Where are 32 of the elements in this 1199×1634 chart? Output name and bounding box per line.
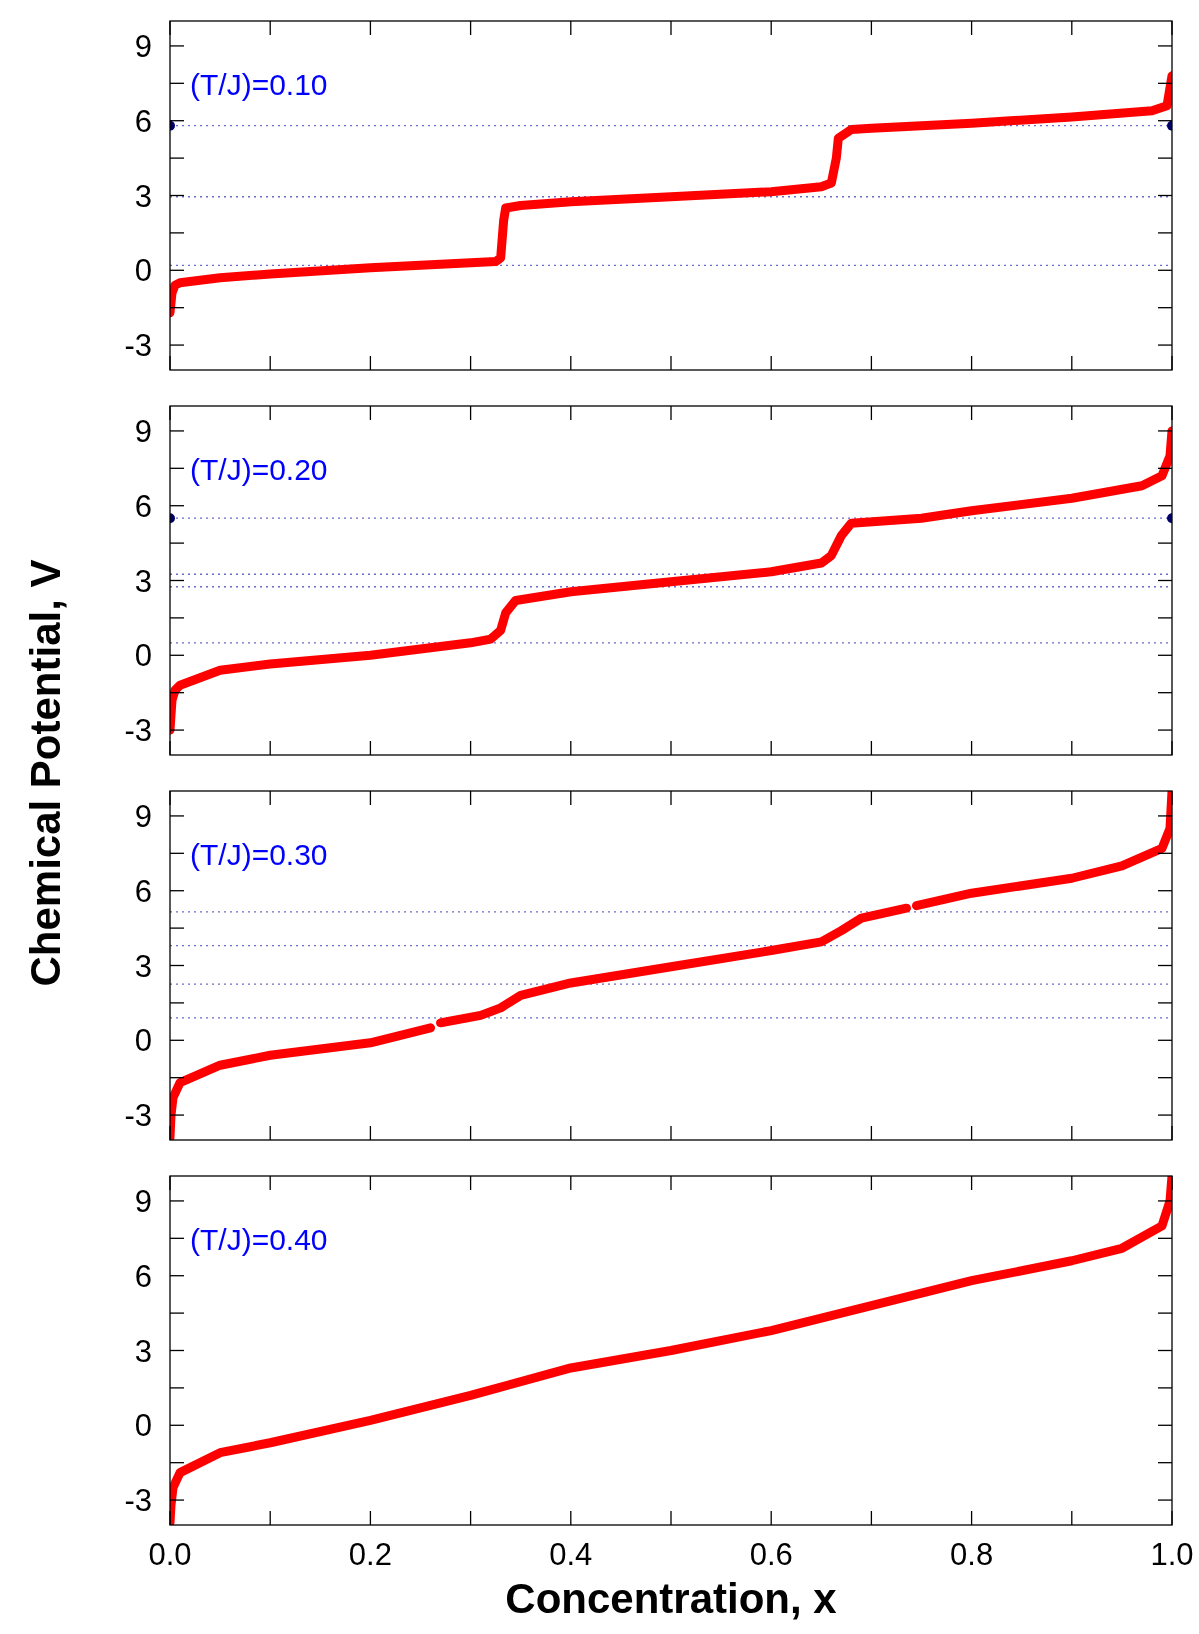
y-tick-label: 6 [134,1258,152,1294]
y-tick-label: 0 [134,1023,152,1059]
y-tick-label: 9 [134,798,152,834]
x-tick-label: 1.0 [1150,1537,1194,1572]
annotation: (T/J)=0.40 [190,1223,328,1256]
y-tick-label: -3 [124,713,152,749]
y-tick-label: -3 [124,1483,152,1519]
y-tick-label: -3 [124,328,152,364]
x-axis-title: Concentration, x [505,1575,838,1622]
annotation: (T/J)=0.10 [190,68,328,101]
x-tick-label: 0.2 [348,1537,392,1572]
y-tick-label: -3 [124,1098,152,1134]
y-tick-label: 6 [134,103,152,139]
x-tick-label: 0.0 [148,1537,192,1572]
annotation: (T/J)=0.20 [190,453,328,486]
y-tick-label: 3 [134,1333,152,1369]
y-tick-label: 9 [134,413,152,449]
y-tick-label: 9 [134,1183,152,1219]
y-tick-label: 3 [134,178,152,214]
y-tick-label: 6 [134,873,152,909]
y-tick-label: 3 [134,563,152,599]
y-tick-label: 0 [134,1408,152,1444]
y-tick-label: 0 [134,638,152,674]
annotation: (T/J)=0.30 [190,838,328,871]
y-tick-label: 0 [134,253,152,289]
y-tick-label: 3 [134,948,152,984]
x-tick-label: 0.8 [950,1537,994,1572]
x-tick-label: 0.6 [749,1537,793,1572]
y-tick-label: 9 [134,28,152,64]
y-axis-title: Chemical Potential, V [22,559,69,987]
x-tick-label: 0.4 [549,1537,593,1572]
y-tick-label: 6 [134,488,152,524]
